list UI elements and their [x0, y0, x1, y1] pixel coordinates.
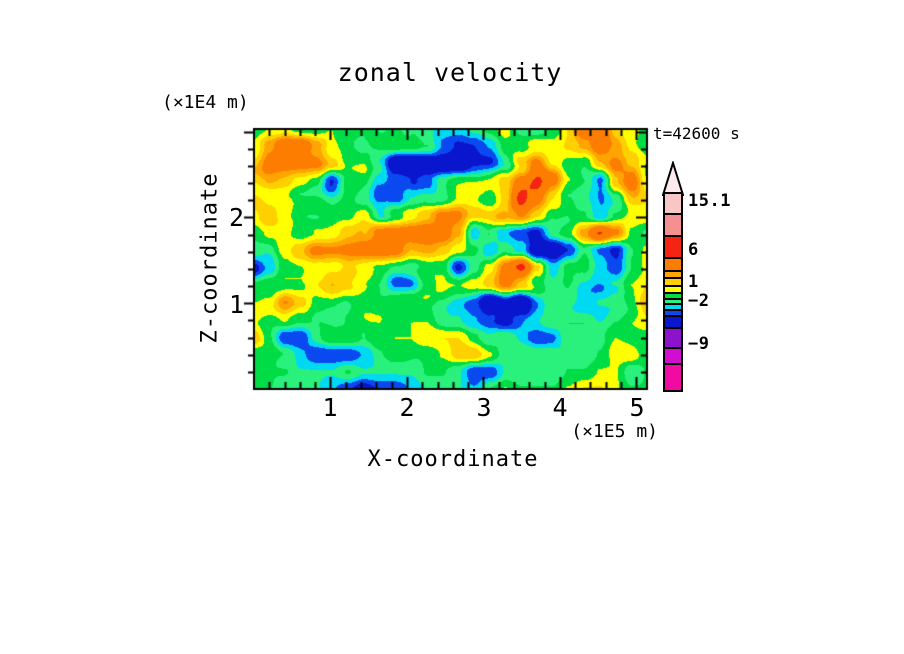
colorbar-label: 1: [688, 272, 699, 292]
x-tick-label-1: 1: [322, 393, 338, 422]
x-tick-label-4: 4: [552, 393, 568, 422]
x-tick-label-5: 5: [629, 393, 645, 422]
x-axis-unit-label: (×1E5 m): [571, 421, 658, 442]
colorbar-label: −2: [688, 291, 710, 311]
y-tick-label-2: 2: [228, 203, 244, 232]
colorbar-segments: [663, 192, 683, 392]
contour-plot-canvas: [240, 120, 652, 398]
colorbar-segment: [663, 327, 683, 349]
colorbar-segment: [663, 363, 683, 392]
colorbar-segment: [663, 235, 683, 259]
colorbar-label: −9: [688, 334, 710, 354]
time-annotation: t=42600 s: [653, 124, 740, 143]
colorbar-label: 6: [688, 240, 699, 260]
colorbar-label: 15.1: [688, 191, 731, 211]
colorbar-segment: [663, 192, 683, 215]
x-tick-label-3: 3: [476, 393, 492, 422]
y-tick-label-1: 1: [228, 290, 244, 319]
x-axis-title: X-coordinate: [367, 447, 539, 472]
colorbar-segment: [663, 213, 683, 237]
plot-title: zonal velocity: [337, 58, 563, 87]
x-tick-label-2: 2: [399, 393, 415, 422]
y-axis-unit-label: (×1E4 m): [162, 92, 249, 113]
colorbar-overflow-triangle: [662, 161, 684, 196]
